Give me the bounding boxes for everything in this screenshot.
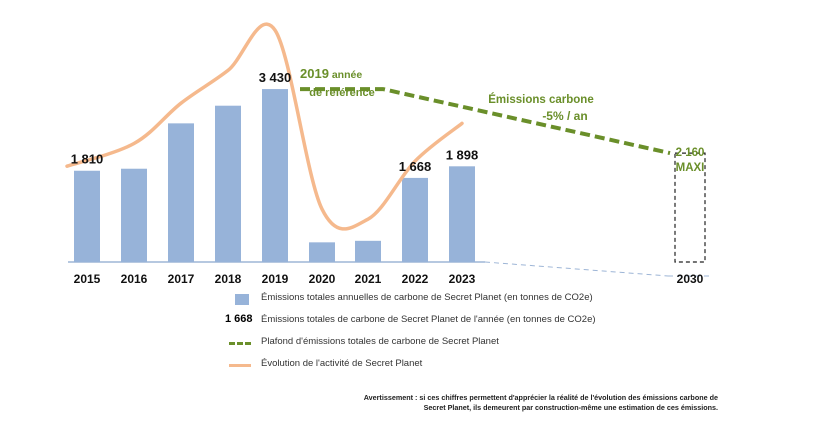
- target-label-maxi: MAXI: [676, 162, 705, 174]
- ceiling-line: [300, 87, 671, 156]
- legend-activity-label: Évolution de l'activité de Secret Planet: [261, 358, 423, 369]
- legend-item-ceiling: Plafond d'émissions totales de carbone d…: [225, 332, 785, 354]
- legend-ceiling-label: Plafond d'émissions totales de carbone d…: [261, 336, 499, 347]
- tick-label-2017: 2017: [168, 272, 195, 286]
- tick-label-2020: 2020: [309, 272, 336, 286]
- legend-number-sample: 1 668: [225, 313, 253, 325]
- target-label-value: 2 160: [676, 147, 705, 159]
- reference-year-suffix: année: [329, 69, 362, 81]
- activity-curve: [65, 22, 464, 231]
- bar-2018: [215, 105, 241, 262]
- legend-activity-swatch: [229, 364, 251, 367]
- legend-number-label: Émissions totales de carbone de Secret P…: [261, 314, 596, 325]
- legend-item-number: 1 668 Émissions totales de carbone de Se…: [225, 310, 785, 332]
- data-label-2015: 1 810: [71, 152, 104, 167]
- bar-2016: [121, 168, 147, 262]
- disclaimer-line-1: Avertissement : si ces chiffres permette…: [363, 393, 718, 402]
- bar-2015: [74, 170, 100, 262]
- data-label-2023: 1 898: [446, 147, 479, 162]
- bar-2022: [402, 177, 428, 262]
- reference-year-label: 2019 année: [300, 66, 362, 81]
- legend-bar-label: Émissions totales annuelles de carbone d…: [261, 292, 593, 303]
- tick-label-2021: 2021: [355, 272, 382, 286]
- bar-2020: [309, 242, 335, 262]
- reference-year: 2019: [300, 66, 329, 81]
- tick-label-2016: 2016: [121, 272, 148, 286]
- tick-label-2022: 2022: [402, 272, 429, 286]
- target-box-2030: [674, 152, 706, 263]
- trend-label-line-2: -5% / an: [542, 109, 587, 123]
- chart-legend: Émissions totales annuelles de carbone d…: [225, 288, 785, 376]
- x-axis-projection: [484, 261, 669, 277]
- legend-item-bars: Émissions totales annuelles de carbone d…: [225, 288, 785, 310]
- reference-label-line-2: de référence: [309, 87, 374, 99]
- tick-label-2019: 2019: [262, 272, 289, 286]
- legend-item-activity: Évolution de l'activité de Secret Planet: [225, 354, 785, 376]
- tick-label-2030: 2030: [677, 272, 704, 286]
- tick-label-2018: 2018: [215, 272, 242, 286]
- bar-2023: [449, 166, 475, 262]
- trend-label-line-1: Émissions carbone: [488, 93, 593, 106]
- disclaimer: Avertissement : si ces chiffres permette…: [340, 393, 718, 413]
- tick-label-2023: 2023: [449, 272, 476, 286]
- bar-2021: [355, 240, 381, 262]
- bar-2019: [262, 89, 288, 262]
- bar-2017: [168, 123, 194, 263]
- emissions-chart: 2015 2016 2017 2018 2019 2020 2021 2022 2023 2030…: [65, 22, 712, 286]
- legend-ceiling-swatch: [229, 342, 251, 345]
- disclaimer-line-2: Secret Planet, ils demeurent par constru…: [423, 403, 718, 412]
- tick-label-2015: 2015: [74, 272, 101, 286]
- data-label-2019: 3 430: [259, 70, 292, 85]
- data-label-2022: 1 668: [399, 159, 432, 174]
- legend-bar-swatch: [235, 294, 249, 305]
